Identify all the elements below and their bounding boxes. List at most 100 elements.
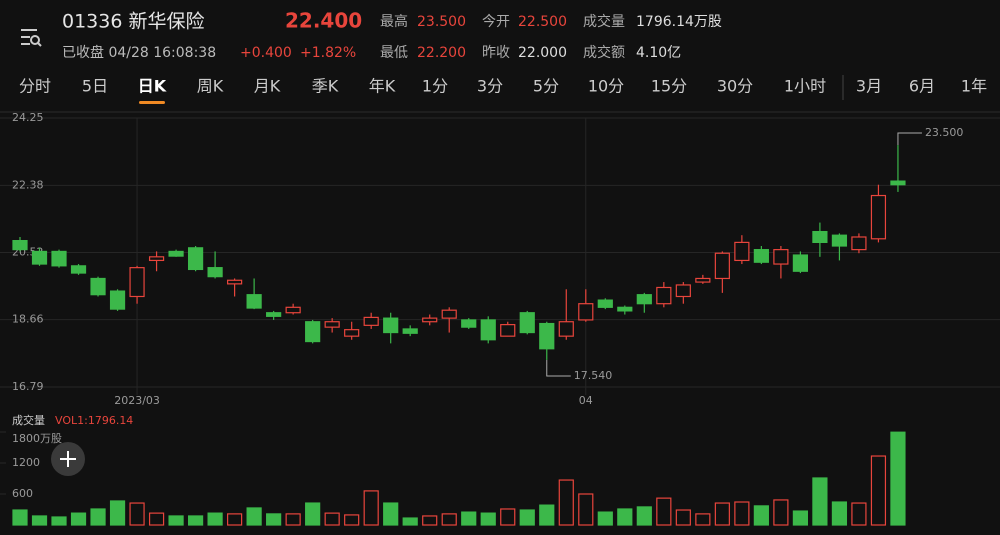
volume-bar xyxy=(51,516,67,526)
tab[interactable]: 30分 xyxy=(717,77,753,96)
volume-bar xyxy=(383,502,399,526)
candle-body xyxy=(831,234,848,247)
price: 22.400 xyxy=(285,9,362,33)
volume-bar xyxy=(890,431,906,526)
tab[interactable]: 5分 xyxy=(533,77,559,96)
volume-bar xyxy=(558,479,574,526)
candle-body xyxy=(266,312,282,317)
menu-icon[interactable] xyxy=(21,29,42,47)
tab[interactable]: 1年 xyxy=(961,77,987,96)
volume-bar xyxy=(773,499,789,526)
volume-bar xyxy=(539,504,555,526)
tab[interactable]: 10分 xyxy=(588,77,624,96)
tab[interactable]: 15分 xyxy=(651,77,687,96)
y-tick-label: 18.66 xyxy=(12,313,44,326)
stat-value: 1796.14万股 xyxy=(636,14,722,30)
stat-value: 23.500 xyxy=(417,14,466,30)
tab[interactable]: 3月 xyxy=(856,77,882,96)
volume-bar xyxy=(187,515,204,526)
candle-body xyxy=(31,250,48,265)
x-tick-label: 04 xyxy=(579,394,593,407)
tab[interactable]: 分时 xyxy=(19,77,51,96)
candle-body xyxy=(870,194,887,240)
tab[interactable]: 1分 xyxy=(422,77,448,96)
y-tick-label: 24.25 xyxy=(12,111,44,124)
candle-body xyxy=(519,312,535,334)
volume-bar xyxy=(617,508,633,526)
volume-bar xyxy=(168,515,184,526)
candle-body xyxy=(402,328,418,334)
candle-body xyxy=(90,277,106,296)
volume-bar xyxy=(753,505,769,526)
tab[interactable]: 月K xyxy=(254,77,281,96)
tab[interactable]: 季K xyxy=(312,77,339,96)
volume-bar xyxy=(870,455,887,526)
candle-body xyxy=(285,306,301,314)
candle-body xyxy=(812,230,828,244)
volume-bar xyxy=(285,513,301,526)
volume-subtitle: VOL1:1796.14 xyxy=(55,414,133,427)
volume-bar xyxy=(324,512,340,526)
volume-bar xyxy=(597,511,613,526)
tab[interactable]: 5日 xyxy=(82,77,108,96)
volume-bar xyxy=(812,477,828,526)
change: +0.400 xyxy=(240,45,292,61)
volume-bar xyxy=(656,497,672,526)
volume-bar xyxy=(305,502,321,526)
candle-body xyxy=(558,321,574,337)
candle-body xyxy=(383,317,399,334)
candle-body xyxy=(734,241,750,262)
tab[interactable]: 1小时 xyxy=(784,77,826,96)
candle-body xyxy=(207,267,223,278)
volume-bar xyxy=(402,517,418,526)
stat-value: 4.10亿 xyxy=(636,45,681,61)
volume-bar xyxy=(109,500,126,526)
volume-bar xyxy=(714,502,730,526)
change-pct: +1.82% xyxy=(300,45,356,61)
tab[interactable]: 日K xyxy=(138,77,167,96)
candle-body xyxy=(148,256,165,262)
volume-bar xyxy=(695,513,711,526)
candle-body xyxy=(363,316,379,326)
stat-label: 成交额 xyxy=(583,44,625,61)
stat-label: 最低 xyxy=(380,45,408,61)
candle-body xyxy=(890,180,906,186)
candle-body xyxy=(461,319,477,328)
candle-body xyxy=(636,294,652,305)
volume-bar xyxy=(266,513,282,526)
tab[interactable]: 3分 xyxy=(477,77,503,96)
volume-bar xyxy=(148,512,165,526)
candle-body xyxy=(773,249,789,265)
volume-bar xyxy=(246,507,262,526)
annotation-leader xyxy=(546,359,571,377)
icon-circle xyxy=(30,35,40,45)
candle-body xyxy=(714,252,730,280)
volume-bar xyxy=(129,502,145,526)
volume-bar xyxy=(831,501,848,526)
volume-bar xyxy=(422,515,438,526)
candle-body xyxy=(129,267,145,298)
y-tick-label: 1200 xyxy=(12,456,40,469)
candle-body xyxy=(695,277,711,283)
tab[interactable]: 年K xyxy=(369,77,396,96)
volume-bar xyxy=(70,512,87,526)
x-tick-label: 2023/03 xyxy=(114,394,160,407)
tab[interactable]: 6月 xyxy=(909,77,935,96)
candle-body xyxy=(539,322,555,350)
candle-body xyxy=(617,306,633,312)
candle-body xyxy=(500,324,516,337)
volume-bar xyxy=(675,509,691,526)
volume-title: 成交量 xyxy=(12,413,45,427)
candle-body xyxy=(792,254,809,272)
volume-bar xyxy=(207,512,223,526)
candle-body xyxy=(70,265,87,274)
volume-bar xyxy=(227,513,243,526)
volume-bar xyxy=(851,502,867,526)
stat-value: 22.000 xyxy=(518,45,567,61)
volume-bar xyxy=(31,515,48,526)
status: 已收盘 04/28 16:08:38 xyxy=(62,44,216,61)
add-indicator-button[interactable] xyxy=(51,442,85,476)
y-tick-label: 22.38 xyxy=(12,178,44,191)
tab[interactable]: 周K xyxy=(197,77,224,96)
volume-bar xyxy=(12,509,28,526)
